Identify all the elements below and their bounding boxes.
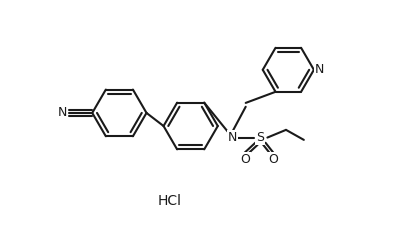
Text: N: N — [58, 106, 67, 120]
Text: S: S — [256, 131, 264, 144]
Text: N: N — [315, 63, 324, 76]
Text: HCl: HCl — [158, 194, 182, 208]
Text: N: N — [228, 131, 237, 144]
Text: O: O — [268, 153, 278, 166]
Text: O: O — [240, 153, 250, 166]
